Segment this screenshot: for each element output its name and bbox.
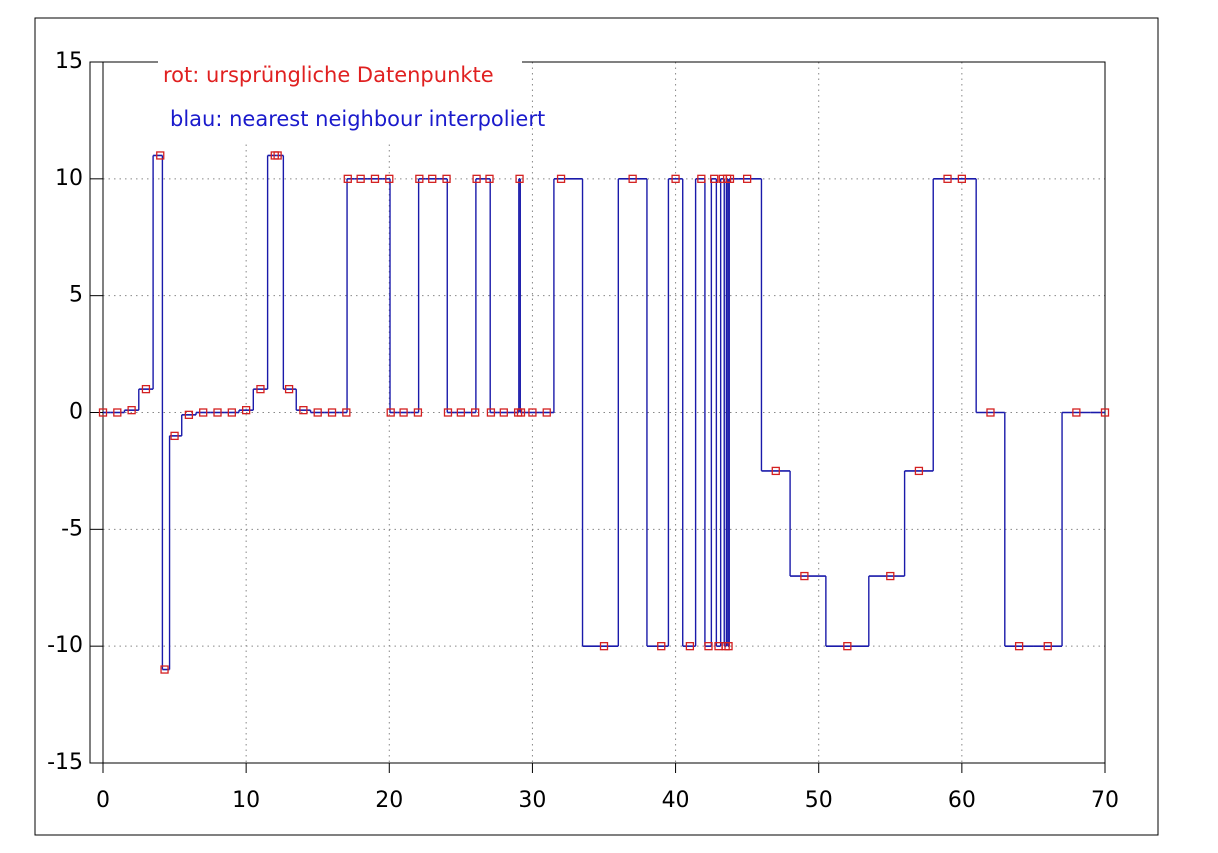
data-point — [213, 408, 222, 417]
data-point — [113, 408, 122, 417]
y-tick-label: -15 — [47, 750, 83, 775]
legend-box — [158, 52, 522, 142]
x-tick-label: 0 — [96, 788, 110, 813]
x-tick-label: 30 — [518, 788, 546, 813]
data-point — [273, 151, 282, 160]
data-point — [1072, 408, 1081, 417]
x-tick-label: 50 — [805, 788, 833, 813]
y-tick-label: 0 — [69, 400, 83, 425]
data-point — [628, 174, 637, 183]
data-point — [556, 174, 566, 183]
data-point — [399, 408, 408, 417]
data-point — [127, 406, 136, 415]
data-point — [184, 410, 194, 419]
data-point — [516, 408, 526, 417]
data-point — [472, 174, 481, 183]
plot-area: -15 -10 -5 0 5 10 15 0 10 20 30 40 50 60 70 rot: ursprü… — [47, 49, 1119, 813]
data-point — [199, 408, 208, 417]
x-tick-label: 60 — [948, 788, 976, 813]
x-tick-label: 40 — [662, 788, 690, 813]
data-point — [299, 406, 308, 415]
data-point — [742, 174, 752, 183]
data-point — [800, 571, 809, 581]
data-point — [456, 408, 466, 417]
data-point — [241, 406, 251, 415]
data-point — [156, 151, 165, 160]
data-point — [914, 466, 924, 476]
data-point — [943, 174, 952, 183]
frame — [34, 17, 1159, 836]
y-tick-label: -10 — [47, 633, 83, 658]
y-tick-label: 10 — [55, 166, 83, 191]
y-tick-label: 15 — [55, 49, 83, 74]
x-tick-label: 10 — [232, 788, 260, 813]
data-point — [499, 408, 508, 417]
annotation: rot: ursprüngliche Datenpunkte — [163, 63, 494, 87]
data-point — [160, 665, 169, 674]
data-point — [256, 384, 265, 394]
data-point — [170, 431, 179, 441]
data-point — [704, 642, 713, 651]
data-point — [685, 642, 695, 651]
data-point — [599, 642, 609, 651]
data-point — [542, 408, 551, 417]
data-point — [671, 174, 680, 183]
data-point — [1014, 642, 1024, 651]
data-point — [415, 174, 424, 183]
data-point — [486, 408, 496, 417]
data-point — [428, 174, 437, 183]
x-tick-label: 20 — [375, 788, 403, 813]
data-point — [843, 642, 852, 651]
data-point — [386, 408, 395, 417]
data-point — [1043, 642, 1052, 651]
data-point — [471, 408, 480, 417]
y-tick-label: -5 — [61, 516, 83, 541]
annotation: blau: nearest neighbour interpoliert — [170, 107, 545, 131]
data-point — [957, 174, 967, 183]
data-point — [1100, 408, 1110, 417]
data-point — [710, 174, 719, 183]
data-point — [343, 174, 352, 183]
data-point — [515, 174, 524, 183]
data-point — [771, 466, 780, 476]
data-point — [657, 642, 666, 651]
data-point — [443, 408, 453, 417]
data-point — [284, 384, 294, 394]
data-point — [313, 408, 322, 417]
data-point — [227, 408, 236, 417]
data-point — [528, 408, 537, 417]
data-point — [886, 571, 895, 581]
data-point — [697, 174, 706, 183]
data-point — [442, 174, 451, 183]
data-point — [370, 174, 380, 183]
data-point — [413, 408, 423, 417]
x-tick-label: 70 — [1091, 788, 1119, 813]
data-point — [385, 174, 394, 183]
data-point — [725, 174, 735, 183]
data-point — [986, 408, 995, 417]
data-point — [98, 408, 108, 417]
y-tick-label: 5 — [69, 283, 83, 308]
data-point — [356, 174, 365, 183]
data-point — [724, 642, 733, 651]
data-point — [141, 384, 151, 394]
data-point — [342, 408, 351, 417]
data-point — [327, 408, 337, 417]
data-point — [485, 174, 494, 183]
